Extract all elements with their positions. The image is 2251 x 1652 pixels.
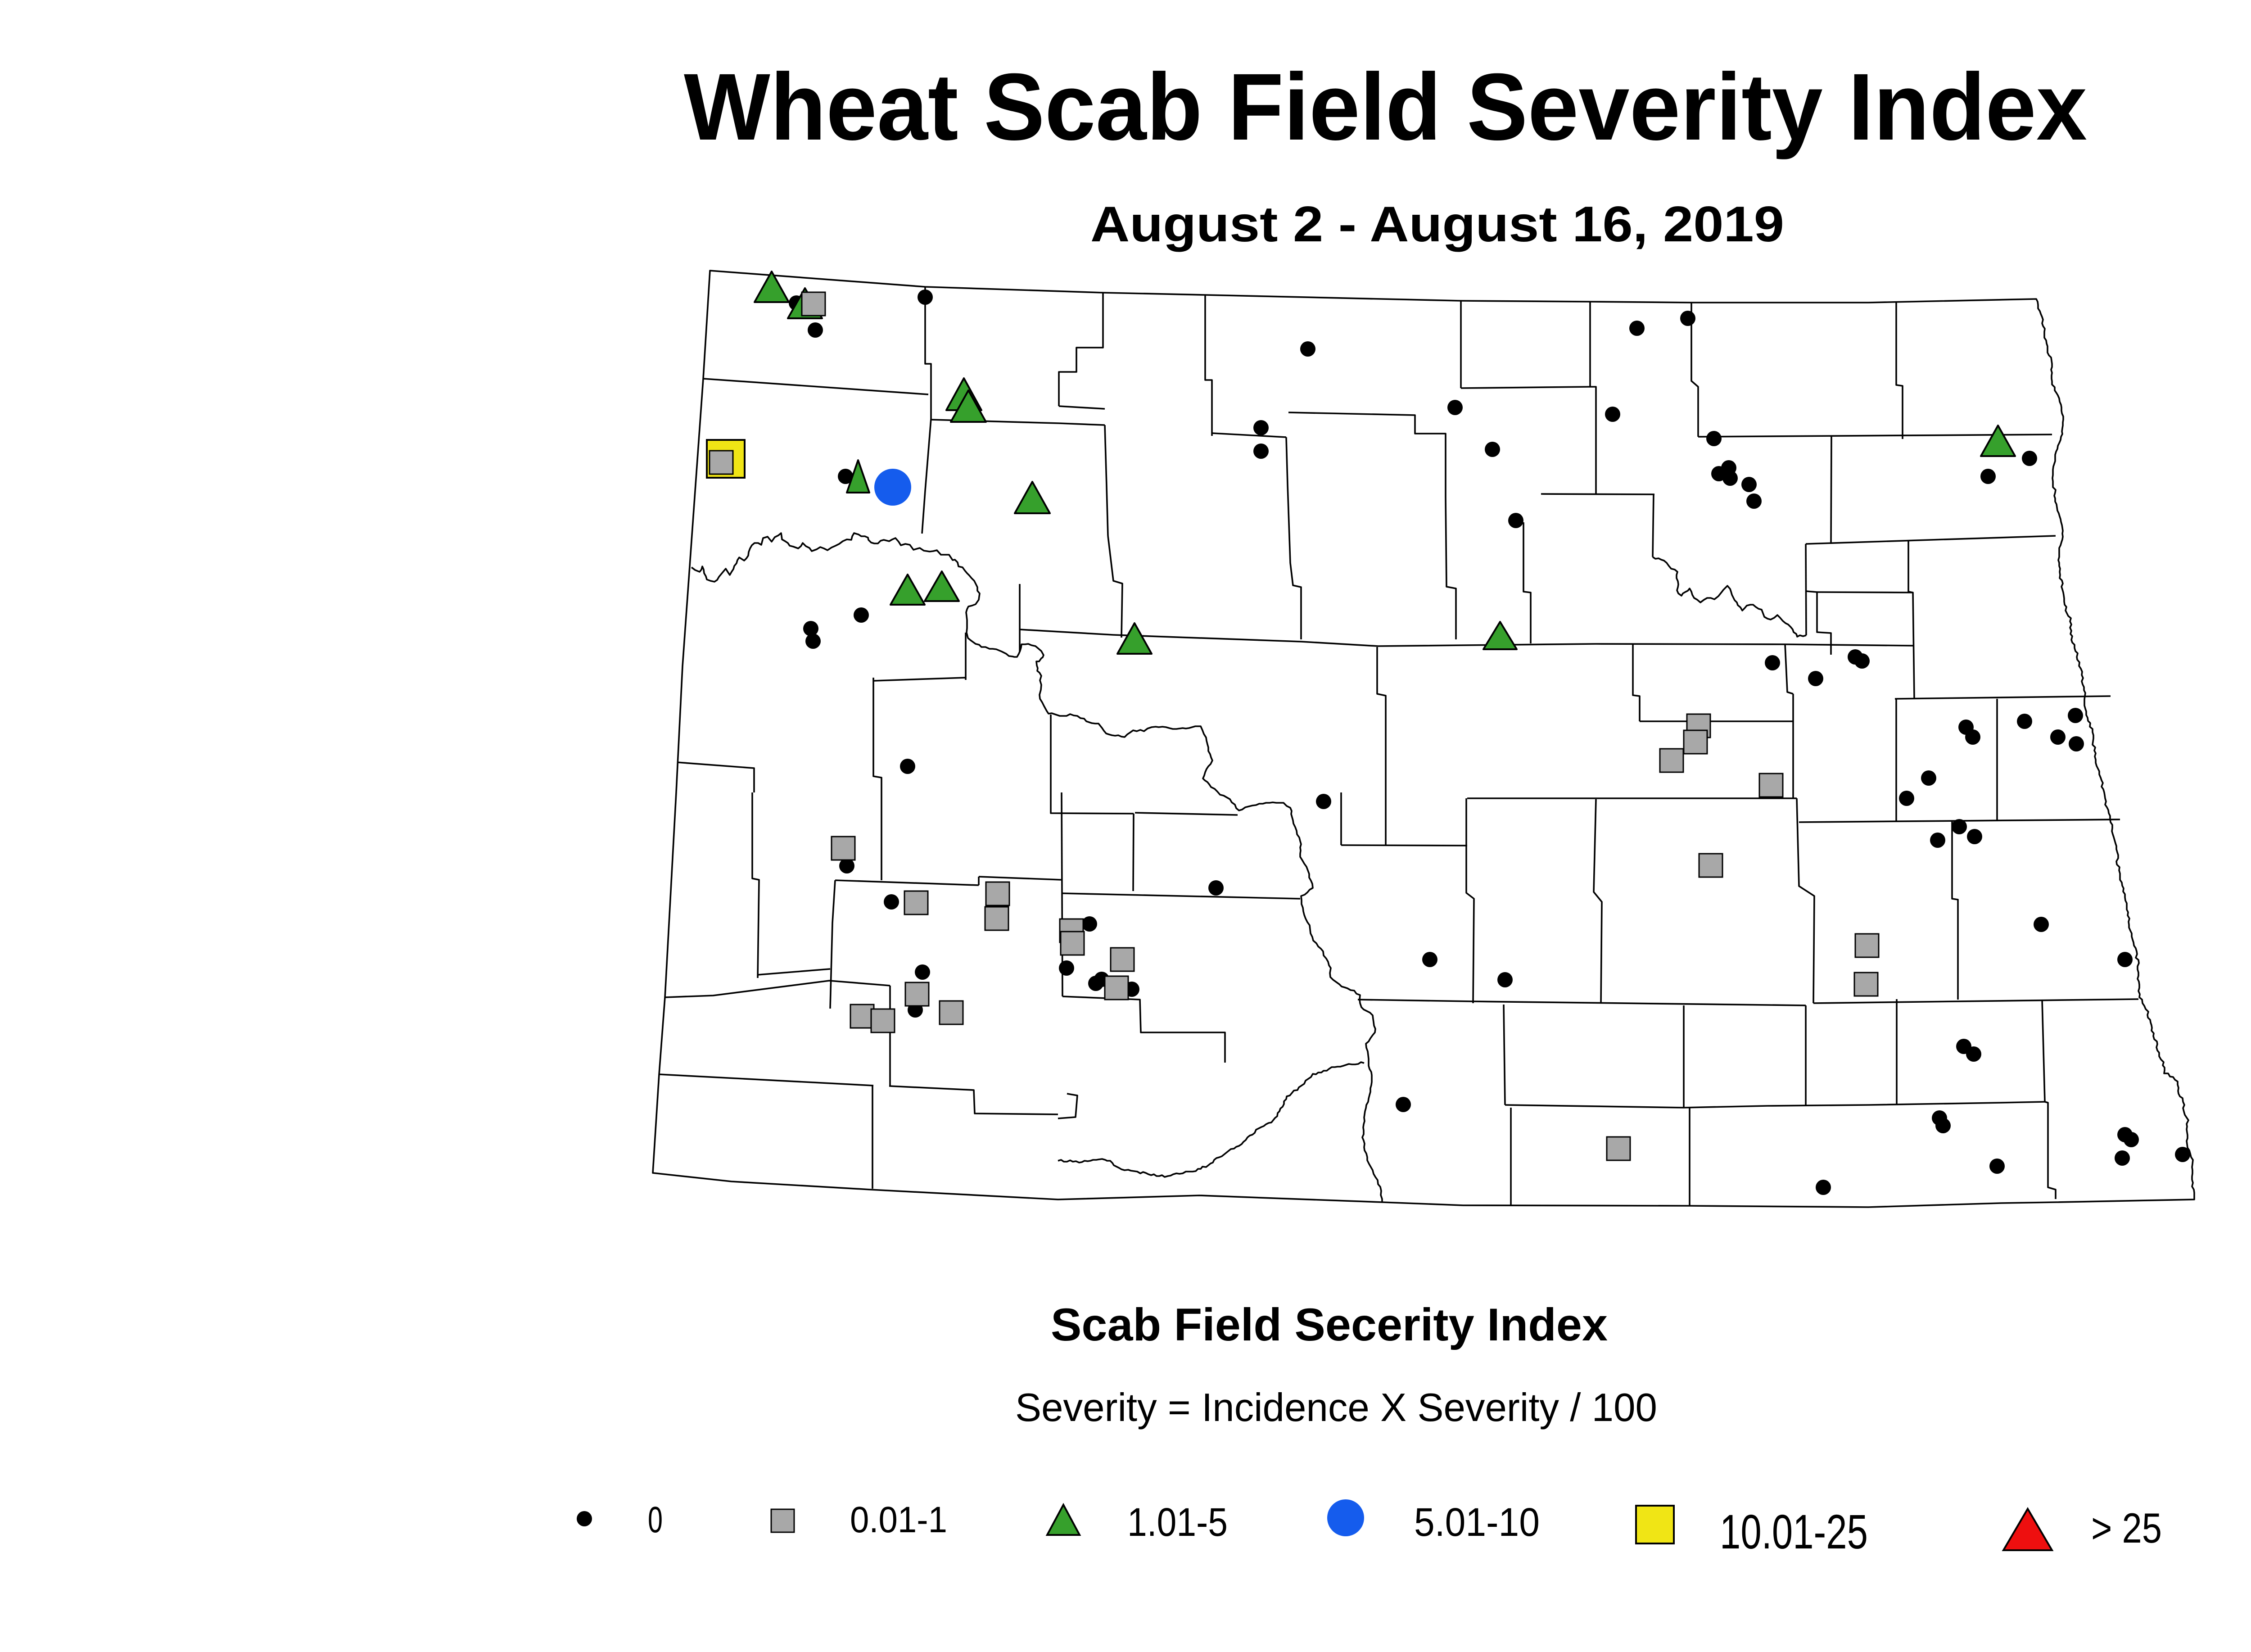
svg-text:August 2 - August 16, 2019: August 2 - August 16, 2019 (1090, 196, 1784, 252)
svg-text:5.01-10: 5.01-10 (1414, 1499, 1540, 1544)
svg-text:Wheat Scab Field Severity Inde: Wheat Scab Field Severity Index (684, 54, 2087, 160)
svg-text:Scab Field Secerity Index: Scab Field Secerity Index (1051, 1299, 1608, 1350)
svg-text:> 25: > 25 (2091, 1504, 2162, 1552)
svg-text:0: 0 (648, 1499, 663, 1540)
svg-text:1.01-5: 1.01-5 (1127, 1499, 1228, 1544)
svg-text:0.01-1: 0.01-1 (850, 1499, 947, 1540)
svg-text:Severity = Incidence X Severit: Severity = Incidence X Severity / 100 (1015, 1385, 1657, 1430)
svg-text:10.01-25: 10.01-25 (1720, 1504, 1868, 1559)
